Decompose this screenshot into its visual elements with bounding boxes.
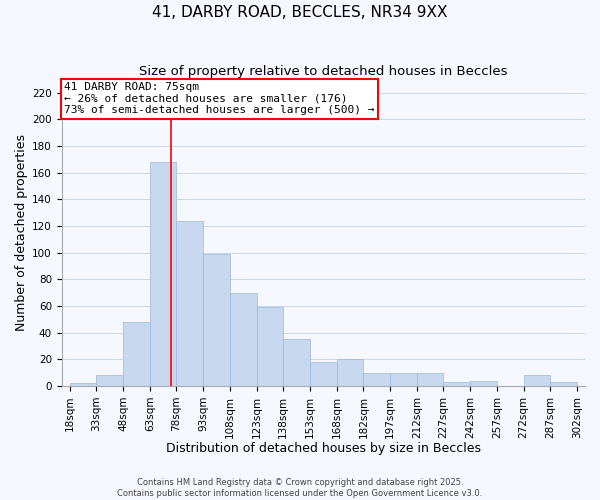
Bar — [257, 308, 283, 386]
Bar — [203, 254, 230, 386]
Bar — [443, 382, 470, 386]
Bar — [70, 384, 97, 386]
Bar — [97, 376, 123, 386]
Text: Contains HM Land Registry data © Crown copyright and database right 2025.
Contai: Contains HM Land Registry data © Crown c… — [118, 478, 482, 498]
Bar — [550, 382, 577, 386]
Bar — [390, 372, 417, 386]
Title: Size of property relative to detached houses in Beccles: Size of property relative to detached ho… — [139, 65, 508, 78]
Bar — [337, 360, 364, 386]
Bar — [470, 380, 497, 386]
Bar — [417, 372, 443, 386]
Bar — [310, 362, 337, 386]
Text: 41 DARBY ROAD: 75sqm
← 26% of detached houses are smaller (176)
73% of semi-deta: 41 DARBY ROAD: 75sqm ← 26% of detached h… — [64, 82, 375, 116]
Y-axis label: Number of detached properties: Number of detached properties — [15, 134, 28, 331]
Bar — [176, 220, 203, 386]
Bar — [524, 376, 550, 386]
Bar — [150, 162, 176, 386]
Bar — [230, 292, 257, 386]
X-axis label: Distribution of detached houses by size in Beccles: Distribution of detached houses by size … — [166, 442, 481, 455]
Bar — [364, 372, 390, 386]
Text: 41, DARBY ROAD, BECCLES, NR34 9XX: 41, DARBY ROAD, BECCLES, NR34 9XX — [152, 5, 448, 20]
Bar — [283, 340, 310, 386]
Bar — [123, 322, 150, 386]
